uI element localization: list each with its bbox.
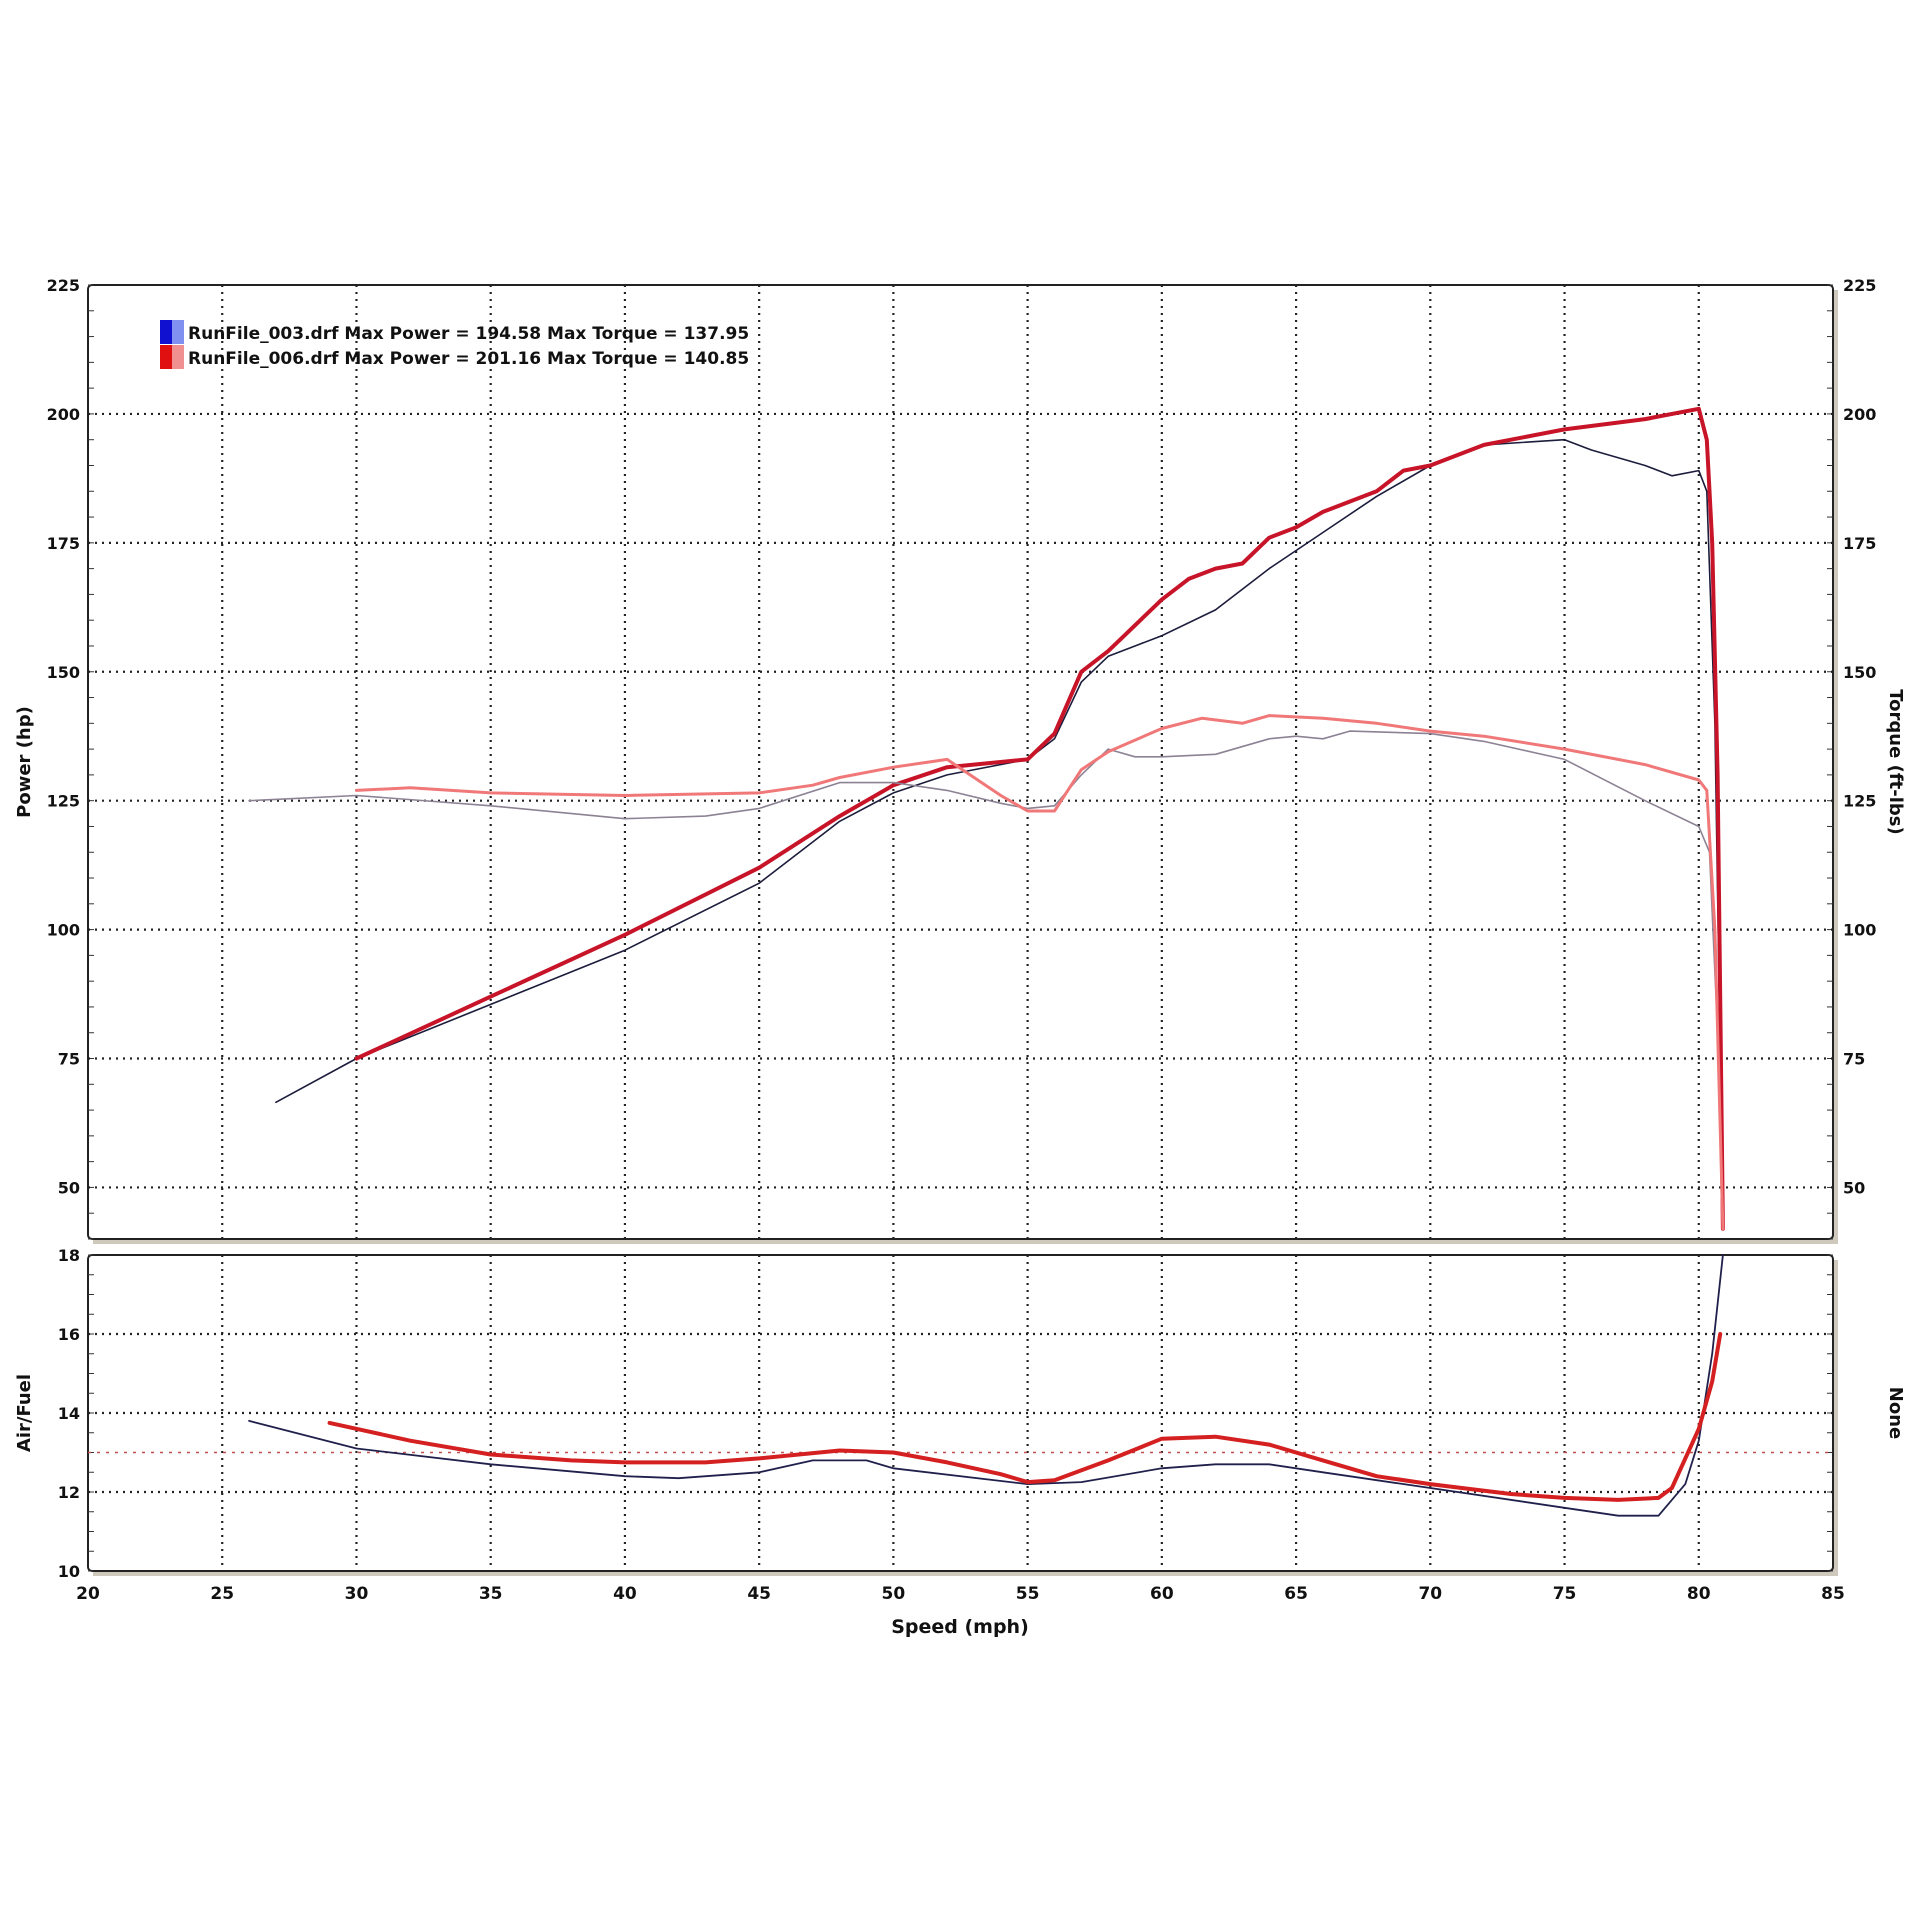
y-axis-label-power: Power (hp): [14, 706, 35, 818]
legend-swatch-dark: [160, 345, 172, 369]
x-tick-label: 30: [345, 1584, 369, 1604]
y-tick-label-left: 12: [58, 1483, 80, 1502]
x-axis-label: Speed (mph): [891, 1616, 1029, 1638]
x-tick-label: 75: [1553, 1584, 1577, 1604]
y-axis-label-none: None: [1885, 1387, 1906, 1439]
y-tick-label-right: 75: [1843, 1050, 1865, 1069]
x-tick-label: 25: [210, 1584, 234, 1604]
series-line-power-runfile_003: [275, 438, 1724, 1230]
legend-swatch-light: [172, 345, 184, 369]
x-tick-label: 80: [1687, 1584, 1711, 1604]
legend-swatch-dark: [160, 320, 172, 344]
x-tick-label: 45: [747, 1584, 771, 1604]
y-tick-label-left: 125: [47, 792, 80, 811]
y-tick-label-right: 125: [1843, 792, 1876, 811]
y-tick-label-left: 14: [58, 1404, 80, 1423]
series-line-torque-runfile_003: [248, 730, 1724, 1230]
series-line-power-runfile_006: [354, 406, 1725, 1231]
y-tick-label-left: 100: [47, 921, 80, 940]
y-tick-label-left: 16: [58, 1325, 80, 1344]
legend-swatch-light: [172, 320, 184, 344]
series-line-torque-runfile_006: [355, 714, 1725, 1231]
y-tick-label-left: 200: [47, 405, 80, 424]
series-line-air-fuel-runfile_003: [248, 1254, 1724, 1517]
x-tick-label: 65: [1284, 1584, 1308, 1604]
series-line-air-fuel-runfile_006: [327, 1332, 1723, 1502]
y-tick-label-right: 100: [1843, 921, 1876, 940]
power-torque-panel: 50 50 75 75 100 100 125 125 150 150 175 175 200 200 22…: [47, 276, 1876, 1244]
y-tick-label-right: 175: [1843, 534, 1876, 553]
x-tick-label: 40: [613, 1584, 637, 1604]
x-tick-label: 70: [1418, 1584, 1442, 1604]
plot-frame: [87, 284, 1834, 1240]
x-tick-label: 20: [76, 1584, 100, 1604]
y-tick-label-left: 75: [58, 1050, 80, 1069]
legend: RunFile_003.drf Max Power = 194.58 Max T…: [160, 320, 749, 369]
y-tick-label-left: 18: [58, 1246, 80, 1265]
y-tick-label-right: 200: [1843, 405, 1876, 424]
plot-frame: [87, 1254, 1834, 1572]
y-tick-label-left: 150: [47, 663, 80, 682]
y-tick-label-left: 175: [47, 534, 80, 553]
y-axis-label-airfuel: Air/Fuel: [14, 1374, 35, 1452]
y-tick-label-right: 150: [1843, 663, 1876, 682]
y-tick-label-left: 50: [58, 1178, 80, 1197]
x-tick-label: 55: [1016, 1584, 1040, 1604]
air-fuel-panel: 20 25 30 35 40 45 50 55 60 65 70 75 80 85 10 12 14 16 18: [58, 1246, 1845, 1604]
y-axis-label-torque: Torque (ft-lbs): [1885, 689, 1906, 834]
x-tick-label: 60: [1150, 1584, 1174, 1604]
x-tick-label: 35: [479, 1584, 503, 1604]
y-tick-label-right: 50: [1843, 1178, 1865, 1197]
x-tick-label: 50: [882, 1584, 906, 1604]
legend-entry: RunFile_006.drf Max Power = 201.16 Max T…: [188, 349, 749, 369]
y-tick-label-left: 10: [58, 1562, 80, 1581]
y-tick-label-left: 225: [47, 276, 80, 295]
y-tick-label-right: 225: [1843, 276, 1876, 295]
x-tick-label: 85: [1821, 1584, 1845, 1604]
legend-entry: RunFile_003.drf Max Power = 194.58 Max T…: [188, 324, 749, 344]
